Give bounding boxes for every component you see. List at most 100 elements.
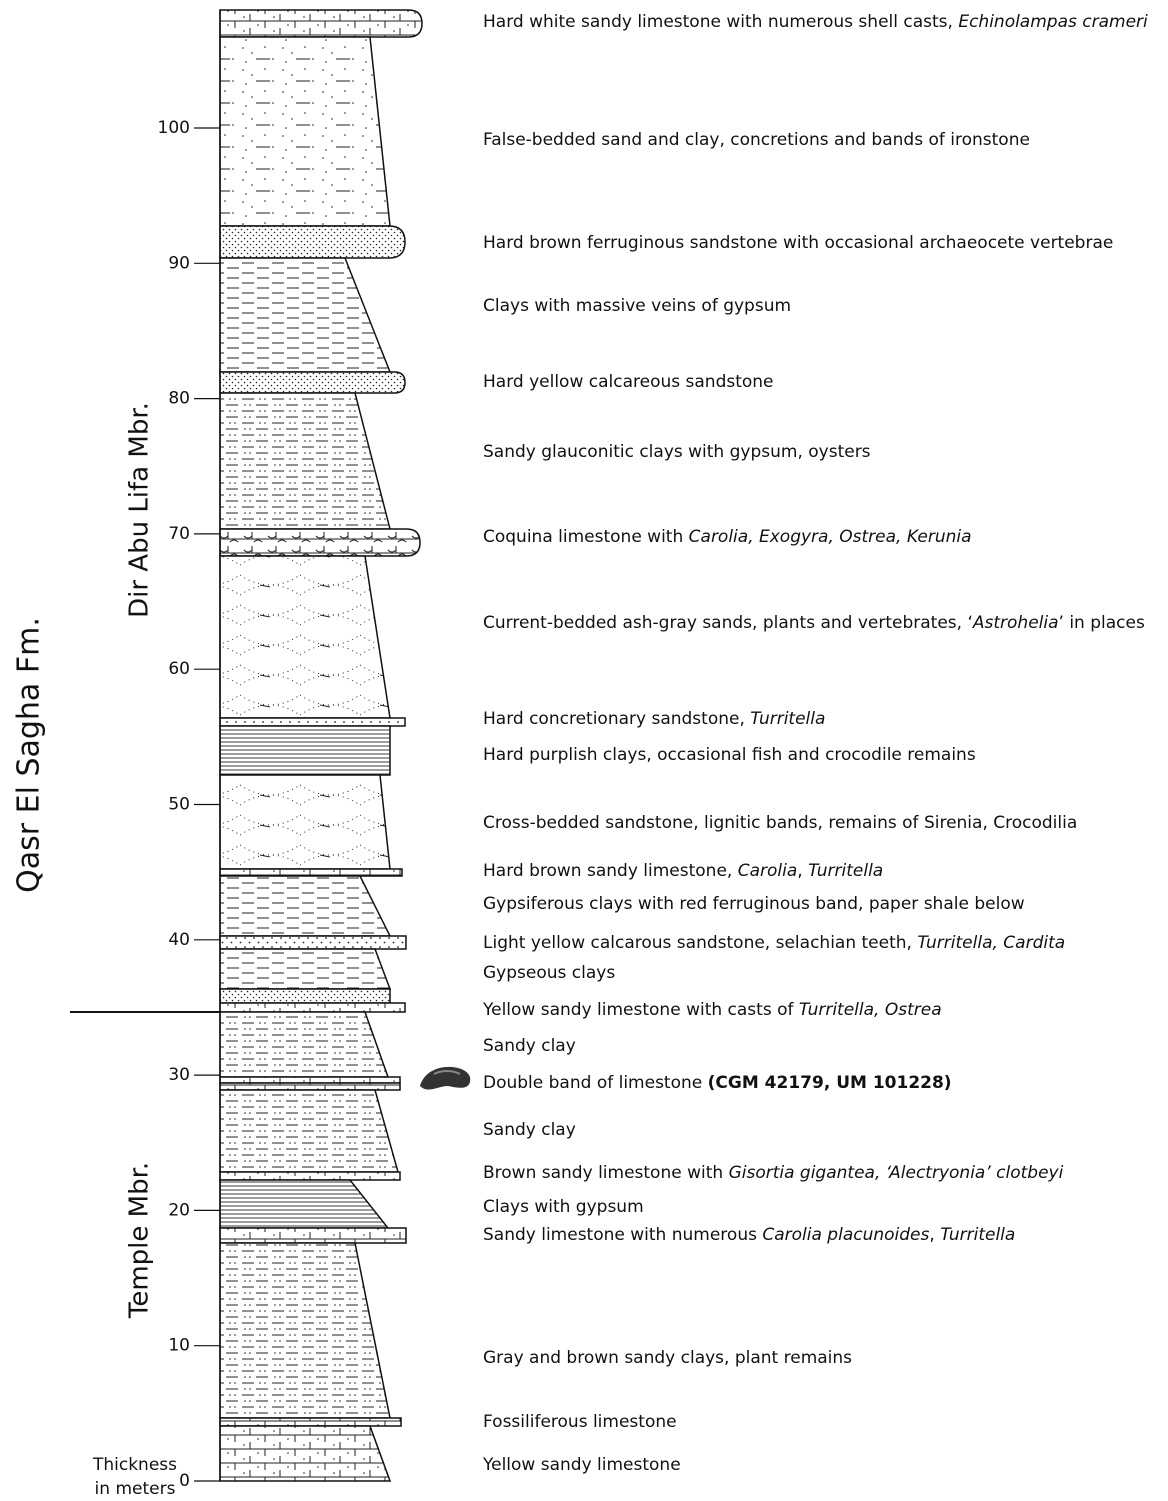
layer-pattern <box>220 226 405 258</box>
layer-description: Fossiliferous limestone <box>483 1412 677 1432</box>
layer-pattern <box>220 869 402 876</box>
description-part: , <box>929 1225 940 1245</box>
description-part: Brown sandy limestone with <box>483 1163 729 1183</box>
description-part: Echinolampas crameri <box>958 12 1148 32</box>
description-part: Astrohelia <box>972 613 1059 633</box>
description-part: Sandy clay <box>483 1036 576 1056</box>
description-part: Gray and brown sandy clays, plant remain… <box>483 1348 852 1368</box>
formation-label: Qasr El Sagha Fm. <box>12 617 47 893</box>
layer-description: Clays with massive veins of gypsum <box>483 296 791 316</box>
layer-pattern <box>220 1172 400 1180</box>
tick-label: 70 <box>168 524 190 544</box>
layer-pattern <box>220 1243 390 1418</box>
tick-label: 60 <box>168 659 190 679</box>
layer-pattern <box>220 1090 398 1172</box>
layer-description: Cross-bedded sandstone, lignitic bands, … <box>483 813 1077 833</box>
description-part: , <box>797 861 808 881</box>
description-part: Gypseous clays <box>483 963 615 983</box>
layer-description: Double band of limestone (CGM 42179, UM … <box>483 1073 952 1093</box>
layer-pattern <box>220 1083 400 1090</box>
description-part: Hard concretionary sandstone, <box>483 709 750 729</box>
layer-pattern <box>220 372 405 393</box>
description-part: Turritella <box>750 709 825 729</box>
layer-pattern <box>220 876 390 936</box>
tick-label: 50 <box>168 795 190 815</box>
tick-label: 40 <box>168 930 190 950</box>
layer-pattern <box>220 529 420 556</box>
layer-description: Light yellow calcarous sandstone, selach… <box>483 933 1065 953</box>
description-part: Double band of limestone <box>483 1073 708 1093</box>
description-part: Sandy limestone with numerous <box>483 1225 762 1245</box>
tick-label: 30 <box>168 1065 190 1085</box>
description-part: Carolia <box>738 861 798 881</box>
layer-pattern <box>220 258 390 372</box>
layer-pattern <box>220 949 390 989</box>
description-part: Turritella, Ostrea <box>799 1000 942 1020</box>
layer-pattern <box>220 718 405 726</box>
layer-pattern <box>220 1003 405 1012</box>
layer-description: Sandy clay <box>483 1120 576 1140</box>
description-part: ’ in places <box>1059 613 1145 633</box>
layer-description: Hard yellow calcareous sandstone <box>483 372 774 392</box>
member-label: Dir Abu Lifa Mbr. <box>125 402 155 618</box>
axis-label: in meters <box>95 1479 176 1499</box>
layer-description: Gypseous clays <box>483 963 615 983</box>
description-part: Turritella, Cardita <box>917 933 1065 953</box>
description-part: Turritella <box>808 861 883 881</box>
description-part: Sandy clay <box>483 1120 576 1140</box>
description-part: Cross-bedded sandstone, lignitic bands, … <box>483 813 1077 833</box>
description-part: Hard purplish clays, occasional fish and… <box>483 745 976 765</box>
description-part: (CGM 42179, UM 101228) <box>708 1073 952 1093</box>
layer-description: Hard concretionary sandstone, Turritella <box>483 709 825 729</box>
layer-pattern <box>220 1426 390 1481</box>
layer-pattern <box>220 10 422 37</box>
description-part: Gisortia gigantea, ‘Alectryonia’ clotbey… <box>729 1163 1064 1183</box>
description-part: Sandy glauconitic clays with gypsum, oys… <box>483 442 871 462</box>
layer-description: Yellow sandy limestone with casts of Tur… <box>482 1000 942 1020</box>
tick-label: 80 <box>168 389 190 409</box>
layer-description: Gray and brown sandy clays, plant remain… <box>483 1348 852 1368</box>
layer-description: Current-bedded ash-gray sands, plants an… <box>483 613 1145 633</box>
layer-description: Coquina limestone with Carolia, Exogyra,… <box>483 527 972 547</box>
layer-description: Gypsiferous clays with red ferruginous b… <box>483 894 1025 914</box>
layer-pattern <box>220 1418 401 1426</box>
fossil-icon <box>420 1067 470 1090</box>
description-part: Current-bedded ash-gray sands, plants an… <box>483 613 973 633</box>
description-part: Hard brown sandy limestone, <box>483 861 738 881</box>
description-part: Yellow sandy limestone <box>482 1455 681 1475</box>
layer-description: Sandy glauconitic clays with gypsum, oys… <box>483 442 871 462</box>
layer-pattern <box>220 989 390 1003</box>
tick-label: 0 <box>179 1471 190 1491</box>
description-part: False-bedded sand and clay, concretions … <box>483 130 1030 150</box>
layer-description: Brown sandy limestone with Gisortia giga… <box>483 1163 1064 1183</box>
description-part: Coquina limestone with <box>483 527 689 547</box>
axis-label: Thickness <box>92 1455 177 1475</box>
layer-pattern <box>220 1180 388 1228</box>
layer-pattern <box>220 775 390 869</box>
description-part: Carolia, Exogyra, Ostrea, Kerunia <box>689 527 972 547</box>
member-label: Temple Mbr. <box>125 1162 155 1319</box>
layer-description: Hard white sandy limestone with numerous… <box>483 12 1148 32</box>
tick-label: 10 <box>168 1336 190 1356</box>
layer-pattern <box>220 936 406 949</box>
tick-label: 90 <box>168 253 190 273</box>
description-part: Hard brown ferruginous sandstone with oc… <box>483 233 1113 253</box>
column <box>220 10 422 1481</box>
layer-pattern <box>220 726 390 775</box>
layer-description: Hard brown sandy limestone, Carolia, Tur… <box>483 861 883 881</box>
layer-pattern <box>220 393 390 529</box>
layer-pattern <box>220 556 390 718</box>
stratigraphic-column: Qasr El Sagha Fm. Dir Abu Lifa Mbr. Temp… <box>0 0 1168 1501</box>
description-part: Carolia placunoides <box>762 1225 929 1245</box>
layer-description: Sandy clay <box>483 1036 576 1056</box>
description-part: Yellow sandy limestone with casts of <box>482 1000 799 1020</box>
description-part: Hard white sandy limestone with numerous… <box>483 12 958 32</box>
layer-pattern <box>220 1077 400 1083</box>
description-part: Light yellow calcarous sandstone, selach… <box>483 933 917 953</box>
description-part: Hard yellow calcareous sandstone <box>483 372 774 392</box>
layer-description: Yellow sandy limestone <box>482 1455 681 1475</box>
layer-pattern <box>220 37 390 226</box>
layer-description: False-bedded sand and clay, concretions … <box>483 130 1030 150</box>
description-part: Clays with massive veins of gypsum <box>483 296 791 316</box>
layer-description: Sandy limestone with numerous Carolia pl… <box>483 1225 1015 1245</box>
